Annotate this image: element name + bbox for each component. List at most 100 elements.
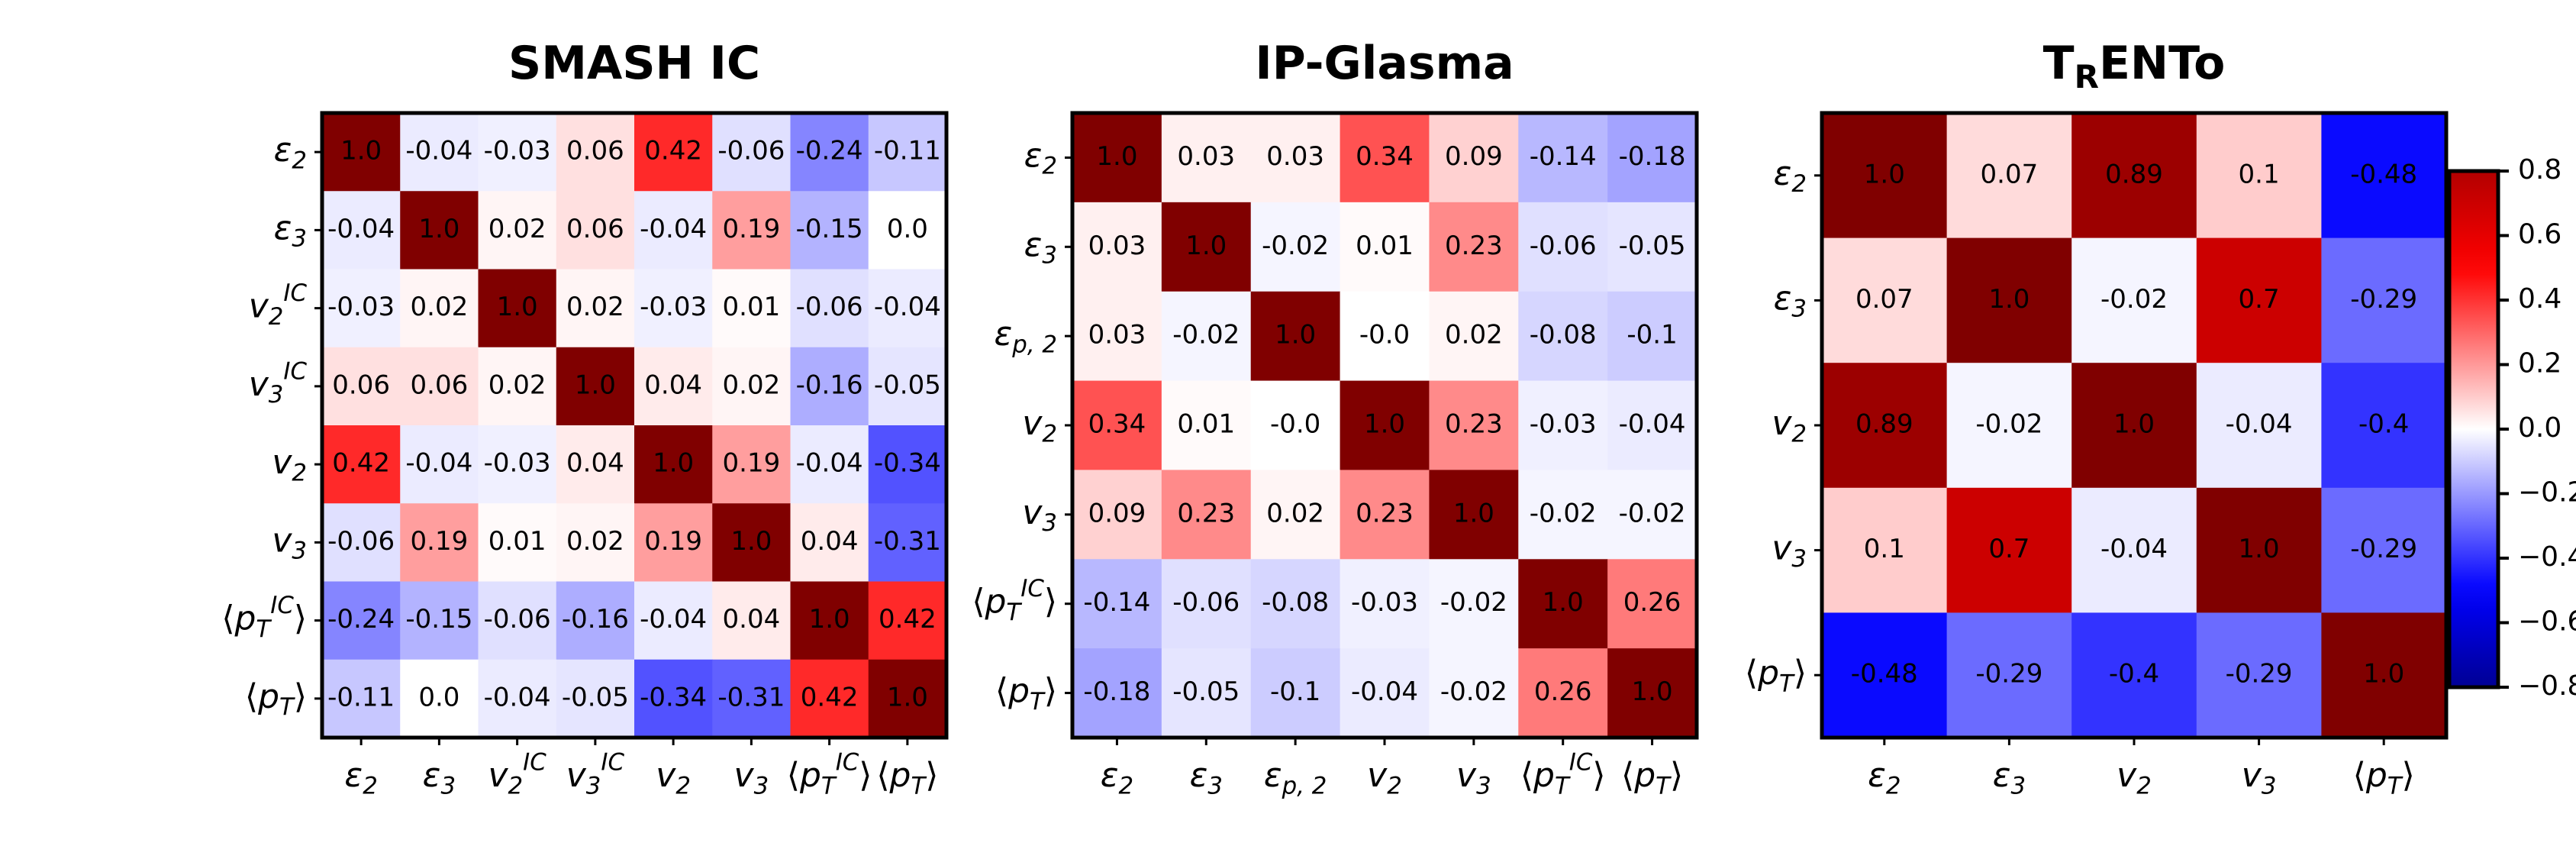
cell-label: 0.03 xyxy=(1177,141,1235,172)
cell-label: 0.06 xyxy=(411,370,469,400)
cell xyxy=(1072,559,1162,649)
colorbar-tick-label: −0.6 xyxy=(2518,606,2576,638)
cell-label: -0.02 xyxy=(1975,409,2042,440)
label: ε3 xyxy=(1190,756,1223,799)
label-part: ε xyxy=(1190,756,1208,795)
cell xyxy=(478,659,557,738)
cell-label: -0.11 xyxy=(874,136,941,166)
label-part: p xyxy=(984,583,1006,622)
label-part: v xyxy=(1772,529,1792,568)
cell-label: 0.1 xyxy=(1864,534,1905,564)
label-part: 2 xyxy=(1042,420,1057,447)
label-part: 2 xyxy=(1791,170,1807,198)
label-part: 2 xyxy=(508,772,524,799)
cell-label: 0.34 xyxy=(1356,141,1414,172)
cell-label: 1.0 xyxy=(1364,409,1405,440)
label-part: v xyxy=(272,443,292,482)
label: IP-Glasma xyxy=(1255,37,1514,90)
label-part: v xyxy=(1022,404,1043,443)
cell xyxy=(1161,202,1252,292)
label-part: v xyxy=(734,756,755,795)
label-part: 3 xyxy=(1042,509,1057,537)
label-part: 2 xyxy=(1119,772,1134,799)
cell xyxy=(712,269,791,348)
cell xyxy=(790,581,869,660)
label: v3 xyxy=(734,756,769,799)
label-part: 3 xyxy=(292,537,307,564)
cell-label: 1.0 xyxy=(1864,159,1905,189)
label-part: p xyxy=(1008,672,1030,711)
cell xyxy=(1946,487,2072,613)
label: v3IC xyxy=(249,357,308,409)
label: ε3 xyxy=(423,756,456,799)
cell xyxy=(1429,113,1519,203)
label-part: 3 xyxy=(1042,241,1057,269)
cell xyxy=(634,113,713,192)
cell xyxy=(2321,237,2447,363)
label: ⟨pT⟩ xyxy=(2353,756,2415,799)
label-part: 2 xyxy=(675,772,691,799)
cell-label: -0.02 xyxy=(1172,320,1240,350)
cell-label: -0.0 xyxy=(1270,409,1320,440)
cell xyxy=(322,113,401,192)
cell-label: -0.03 xyxy=(1351,587,1418,618)
label-part: ⟩ xyxy=(1794,654,1807,693)
label-part: ⟨ xyxy=(1621,756,1634,795)
cell-label: -0.18 xyxy=(1619,141,1686,172)
label-part: IC xyxy=(1569,748,1593,776)
cell xyxy=(322,503,401,582)
cell-label: -0.04 xyxy=(484,682,551,712)
cell xyxy=(1340,113,1430,203)
cell-label: -0.29 xyxy=(2226,659,2293,689)
label-part: p xyxy=(889,756,911,795)
cell xyxy=(2071,363,2197,489)
label-part: T xyxy=(911,772,927,799)
cell xyxy=(322,347,401,426)
cell xyxy=(478,503,557,582)
cell xyxy=(790,347,869,426)
label: ⟨pT⟩ xyxy=(995,672,1057,715)
label-part: 3 xyxy=(586,772,601,799)
cell xyxy=(1161,291,1252,382)
cell xyxy=(1429,559,1519,649)
cell xyxy=(1518,380,1608,470)
cell xyxy=(1518,113,1608,203)
label-part: v xyxy=(272,521,292,560)
label-part: IC xyxy=(270,592,294,619)
cell-label: 0.02 xyxy=(411,292,469,322)
cell-label: -0.31 xyxy=(717,682,785,712)
cell xyxy=(1429,291,1519,382)
cell-label: -0.05 xyxy=(874,370,941,400)
label-part: T xyxy=(2387,772,2404,799)
cell xyxy=(2071,237,2197,363)
label: v2 xyxy=(2117,756,2152,799)
label-part: ε xyxy=(1024,136,1043,175)
label-part: v xyxy=(1772,404,1792,443)
cell xyxy=(2321,113,2447,239)
label: v2 xyxy=(1367,756,1402,799)
cell xyxy=(1072,113,1162,203)
cell xyxy=(790,425,869,504)
label-part: v xyxy=(249,287,269,326)
label-part: ⟩ xyxy=(925,756,938,795)
cell-label: 0.02 xyxy=(488,214,546,244)
cell-label: -0.05 xyxy=(562,682,629,712)
cell-label: -0.04 xyxy=(640,604,707,635)
cell xyxy=(2196,612,2322,738)
cell xyxy=(2196,113,2322,239)
label-part: T xyxy=(2043,37,2075,90)
label-part: p, 2 xyxy=(1011,331,1057,358)
label-part: ε xyxy=(1264,756,1282,795)
colorbar-tick-label: −0.2 xyxy=(2518,477,2576,509)
cell-label: 0.42 xyxy=(879,604,937,635)
cell xyxy=(400,113,479,192)
cell-label: 0.19 xyxy=(644,526,702,557)
label: v2 xyxy=(1772,404,1807,447)
cell-label: 1.0 xyxy=(340,136,382,166)
cell-label: 0.02 xyxy=(566,526,624,557)
label-part: R xyxy=(2075,57,2099,95)
cell xyxy=(1250,291,1341,382)
label-part: T xyxy=(1006,599,1022,626)
colorbar-tick-label: −0.8 xyxy=(2518,670,2576,702)
cell-label: 0.19 xyxy=(723,214,781,244)
